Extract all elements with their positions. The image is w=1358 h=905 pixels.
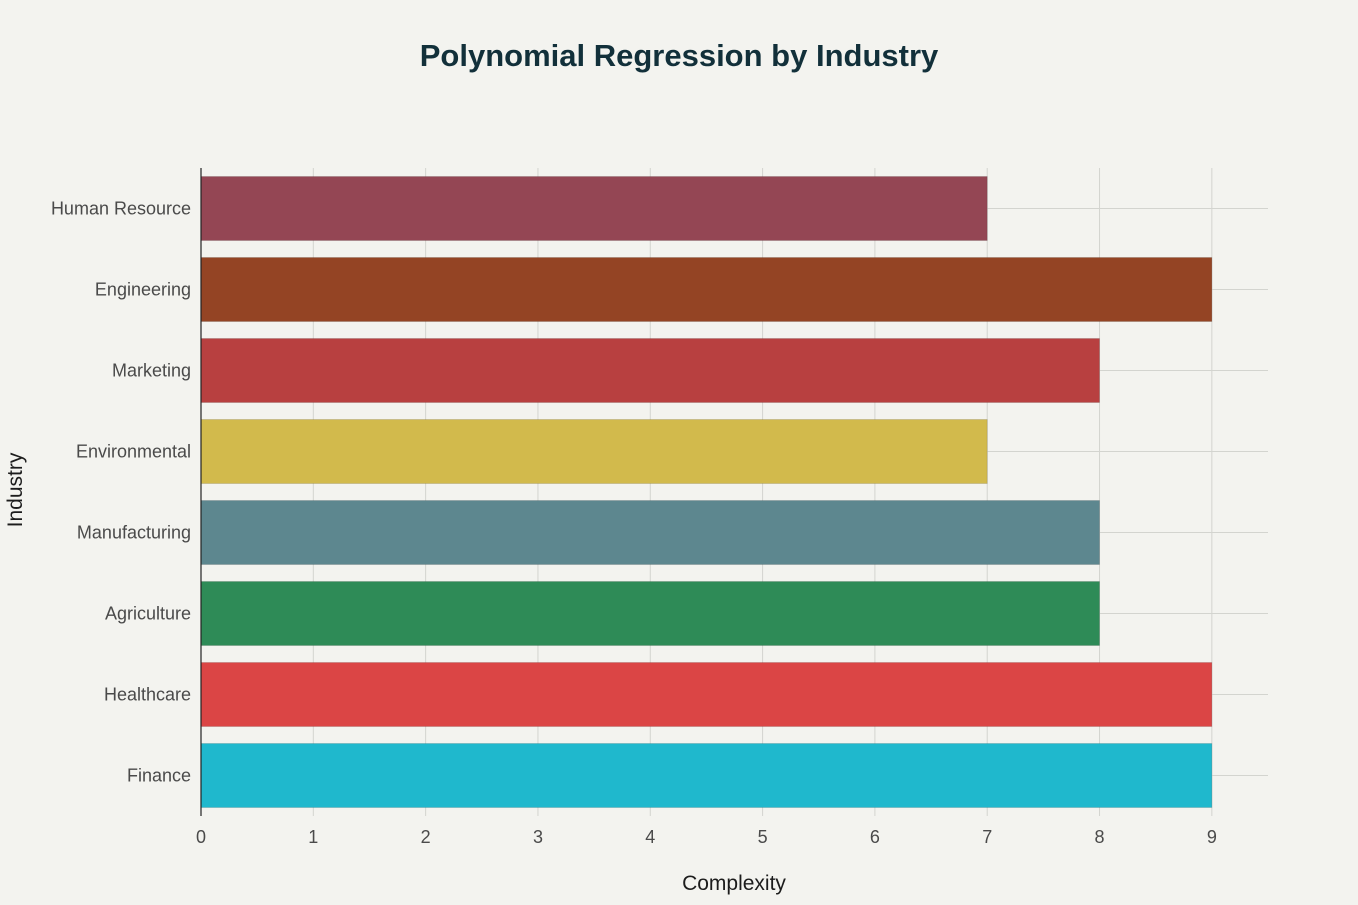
y-tick-label: Marketing (112, 361, 191, 381)
x-tick-label: 3 (533, 827, 543, 847)
x-tick-label: 2 (421, 827, 431, 847)
bar-environmental (200, 419, 988, 484)
x-tick-label: 6 (870, 827, 880, 847)
x-tick-label: 5 (758, 827, 768, 847)
y-tick-label: Finance (127, 766, 191, 786)
x-tick-label: 9 (1207, 827, 1217, 847)
bar-manufacturing (200, 500, 1100, 565)
x-tick-label: 0 (196, 827, 206, 847)
x-axis-title: Complexity (682, 872, 786, 895)
bar-healthcare (200, 662, 1213, 727)
x-tick-label: 4 (645, 827, 655, 847)
bar-finance (200, 743, 1213, 808)
x-tick-label: 7 (982, 827, 992, 847)
y-tick-label: Manufacturing (77, 523, 191, 543)
bar-marketing (200, 338, 1100, 403)
y-tick-label: Healthcare (104, 685, 191, 705)
bar-engineering (200, 257, 1213, 322)
y-tick-label: Agriculture (105, 604, 191, 624)
x-tick-label: 1 (308, 827, 318, 847)
chart-title: Polynomial Regression by Industry (420, 38, 939, 73)
y-tick-label: Human Resource (51, 199, 191, 219)
y-axis-title: Industry (4, 452, 27, 527)
tick-labels: Human Resource Engineering Marketing Enviro… (51, 199, 1217, 848)
bar-agriculture (200, 581, 1100, 646)
y-tick-label: Engineering (95, 280, 191, 300)
x-tick-label: 8 (1095, 827, 1105, 847)
y-tick-label: Environmental (76, 442, 191, 462)
bars (200, 176, 1213, 808)
bar-human-resource (200, 176, 988, 241)
